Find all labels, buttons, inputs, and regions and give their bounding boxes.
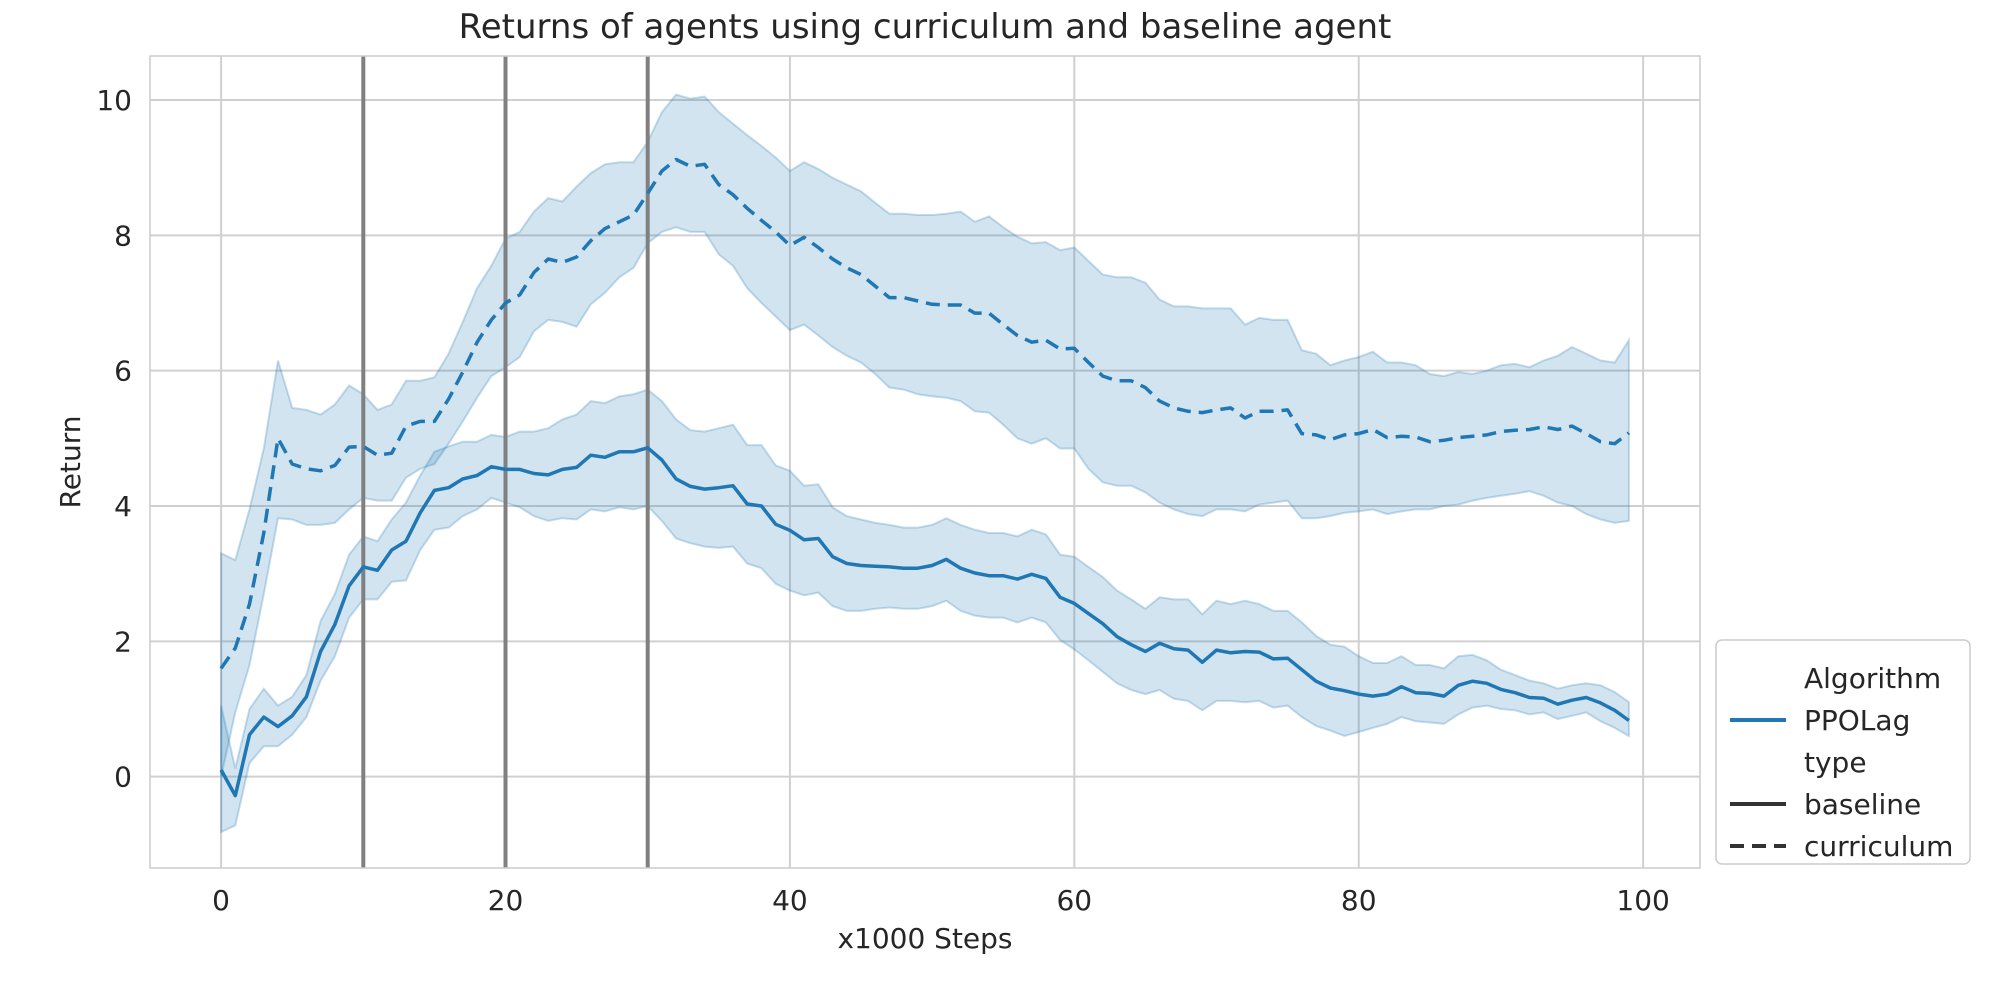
- x-tick-label: 80: [1341, 884, 1377, 917]
- legend: Algorithm PPOLag type baseline curriculu…: [1715, 639, 1971, 865]
- x-tick-label: 20: [488, 884, 524, 917]
- legend-label-curriculum: curriculum: [1804, 830, 1953, 863]
- baseline-confidence-band: [220, 388, 1630, 834]
- plot-frame: [149, 55, 1701, 869]
- legend-title-type: type: [1804, 746, 1867, 779]
- x-tick-label: 40: [772, 884, 808, 917]
- y-tick-label: 10: [96, 84, 132, 117]
- x-axis-title: x1000 Steps: [837, 922, 1012, 955]
- x-tick-label: 100: [1616, 884, 1669, 917]
- chart-title: Returns of agents using curriculum and b…: [459, 7, 1392, 47]
- curriculum-confidence-band: [220, 93, 1630, 777]
- y-tick-label: 6: [114, 355, 132, 388]
- x-tick-label: 0: [212, 884, 230, 917]
- legend-label-ppolag: PPOLag: [1804, 704, 1910, 737]
- legend-label-baseline: baseline: [1804, 788, 1921, 821]
- baseline-series-line: [219, 446, 1630, 798]
- y-axis-title: Return: [54, 416, 87, 509]
- y-tick-label: 8: [114, 219, 132, 252]
- y-tick-label: 0: [114, 761, 132, 794]
- legend-title-algorithm: Algorithm: [1804, 662, 1941, 695]
- x-tick-label: 60: [1056, 884, 1092, 917]
- legend-box: [1715, 639, 1971, 865]
- y-tick-label: 2: [114, 625, 132, 658]
- y-tick-label: 4: [114, 490, 132, 523]
